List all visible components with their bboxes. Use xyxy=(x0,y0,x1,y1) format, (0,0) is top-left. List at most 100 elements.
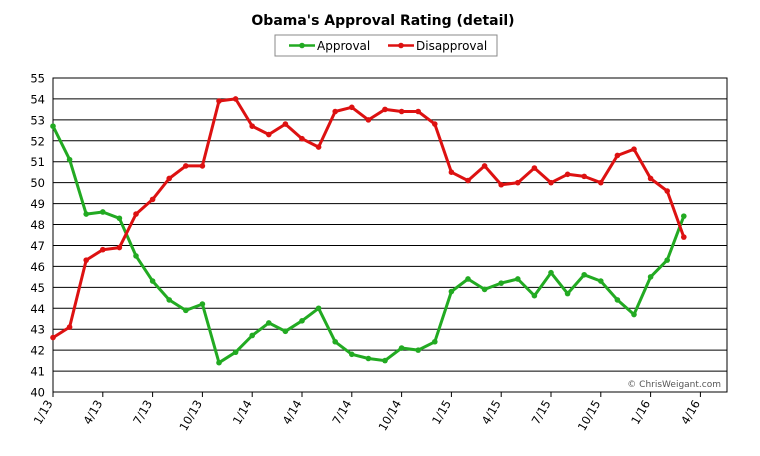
disapproval-point xyxy=(681,234,687,240)
approval-point xyxy=(515,276,521,282)
disapproval-point xyxy=(465,177,471,184)
plot-frame xyxy=(52,77,728,393)
disapproval-point xyxy=(548,179,554,186)
y-tick-label: 55 xyxy=(30,72,45,86)
y-tick-label: 48 xyxy=(30,218,45,232)
approval-point xyxy=(631,311,637,318)
approval-point xyxy=(448,288,455,295)
approval-point xyxy=(498,280,505,286)
copyright-text: © ChrisWeigant.com xyxy=(627,380,721,390)
series-lines xyxy=(50,96,687,366)
x-tick-label: 7/15 xyxy=(529,398,554,427)
x-tick-label: 10/15 xyxy=(575,398,604,434)
approval-point xyxy=(664,257,670,263)
y-axis-ticks: 40 41 42 43 44 45 46 47 48 49 50 51 52 53 54 55 xyxy=(30,72,45,400)
disapproval-point xyxy=(282,121,289,127)
disapproval-point xyxy=(299,135,305,142)
chart-title: Obama's Approval Rating (detail) xyxy=(251,13,514,29)
legend-box xyxy=(274,34,498,57)
y-tick-label: 41 xyxy=(30,365,45,379)
disapproval-point xyxy=(315,144,322,150)
disapproval-point xyxy=(166,175,172,182)
y-tick-label: 53 xyxy=(30,113,45,127)
approval-point xyxy=(83,211,89,217)
disapproval-point xyxy=(100,246,106,253)
x-tick-label: 1/13 xyxy=(31,398,56,427)
approval-point xyxy=(299,318,305,324)
disapproval-point xyxy=(249,123,255,129)
approval-point xyxy=(199,301,206,307)
x-tick-label: 4/14 xyxy=(280,398,305,427)
y-tick-label: 40 xyxy=(30,386,45,400)
x-tick-label: 1/14 xyxy=(230,398,255,427)
disapproval-point xyxy=(515,179,521,186)
disapproval-point xyxy=(349,104,355,111)
y-tick-label: 43 xyxy=(30,323,45,337)
x-tick-label: 7/13 xyxy=(130,398,155,427)
approval-point xyxy=(398,345,405,351)
approval-point xyxy=(183,307,189,314)
approval-point xyxy=(133,253,139,259)
disapproval-point xyxy=(232,96,239,102)
approval-point xyxy=(349,351,355,358)
approval-point xyxy=(647,274,654,280)
x-tick-label: 1/15 xyxy=(429,398,454,427)
x-tick-label: 10/13 xyxy=(176,398,205,434)
disapproval-point xyxy=(199,163,206,169)
disapproval-line xyxy=(51,97,686,340)
disapproval-point xyxy=(183,163,189,169)
approval-point xyxy=(166,297,172,303)
disapproval-point xyxy=(50,334,56,341)
disapproval-point xyxy=(647,175,654,182)
disapproval-point xyxy=(498,181,505,188)
y-tick-label: 45 xyxy=(30,281,45,295)
legend: Approval Disapproval xyxy=(274,34,498,57)
disapproval-point xyxy=(481,163,488,169)
approval-point xyxy=(216,359,222,366)
x-tick-label: 4/13 xyxy=(80,398,105,427)
disapproval-point xyxy=(432,121,438,127)
disapproval-point xyxy=(398,108,405,115)
y-tick-label: 52 xyxy=(30,134,45,148)
approval-point xyxy=(564,290,571,297)
approval-point xyxy=(598,278,604,284)
disapproval-point xyxy=(531,165,538,171)
disapproval-point xyxy=(614,152,621,159)
approval-point xyxy=(415,347,422,353)
gridlines xyxy=(52,77,728,397)
disapproval-point xyxy=(216,98,222,104)
disapproval-point xyxy=(83,257,89,263)
y-tick-label: 49 xyxy=(30,197,45,211)
approval-point xyxy=(315,305,322,312)
y-tick-label: 46 xyxy=(30,260,45,274)
disapproval-point xyxy=(564,171,571,178)
disapproval-point xyxy=(116,244,123,251)
y-tick-label: 54 xyxy=(30,92,45,106)
approval-point xyxy=(614,297,621,303)
disapproval-point xyxy=(415,108,422,115)
x-tick-label: 4/15 xyxy=(479,398,504,427)
disapproval-point xyxy=(382,106,388,113)
disapproval-point xyxy=(448,169,455,175)
disapproval-point xyxy=(581,173,587,180)
disapproval-point xyxy=(133,211,139,217)
approval-point xyxy=(332,338,339,345)
disapproval-point xyxy=(664,188,670,194)
approval-point xyxy=(249,332,255,339)
x-tick-label: 1/16 xyxy=(628,398,653,427)
x-tick-label: 4/16 xyxy=(678,398,703,427)
approval-point xyxy=(681,213,687,219)
approval-point xyxy=(531,292,538,299)
y-tick-label: 50 xyxy=(30,176,45,190)
disapproval-point xyxy=(365,117,372,123)
approval-point xyxy=(232,349,239,356)
disapproval-point xyxy=(631,146,637,152)
disapproval-point xyxy=(149,196,156,203)
legend-approval-label: Approval xyxy=(317,39,370,53)
legend-disapproval-marker xyxy=(398,42,404,49)
approval-point xyxy=(432,338,438,345)
y-tick-label: 42 xyxy=(30,344,45,358)
approval-point xyxy=(149,278,156,284)
